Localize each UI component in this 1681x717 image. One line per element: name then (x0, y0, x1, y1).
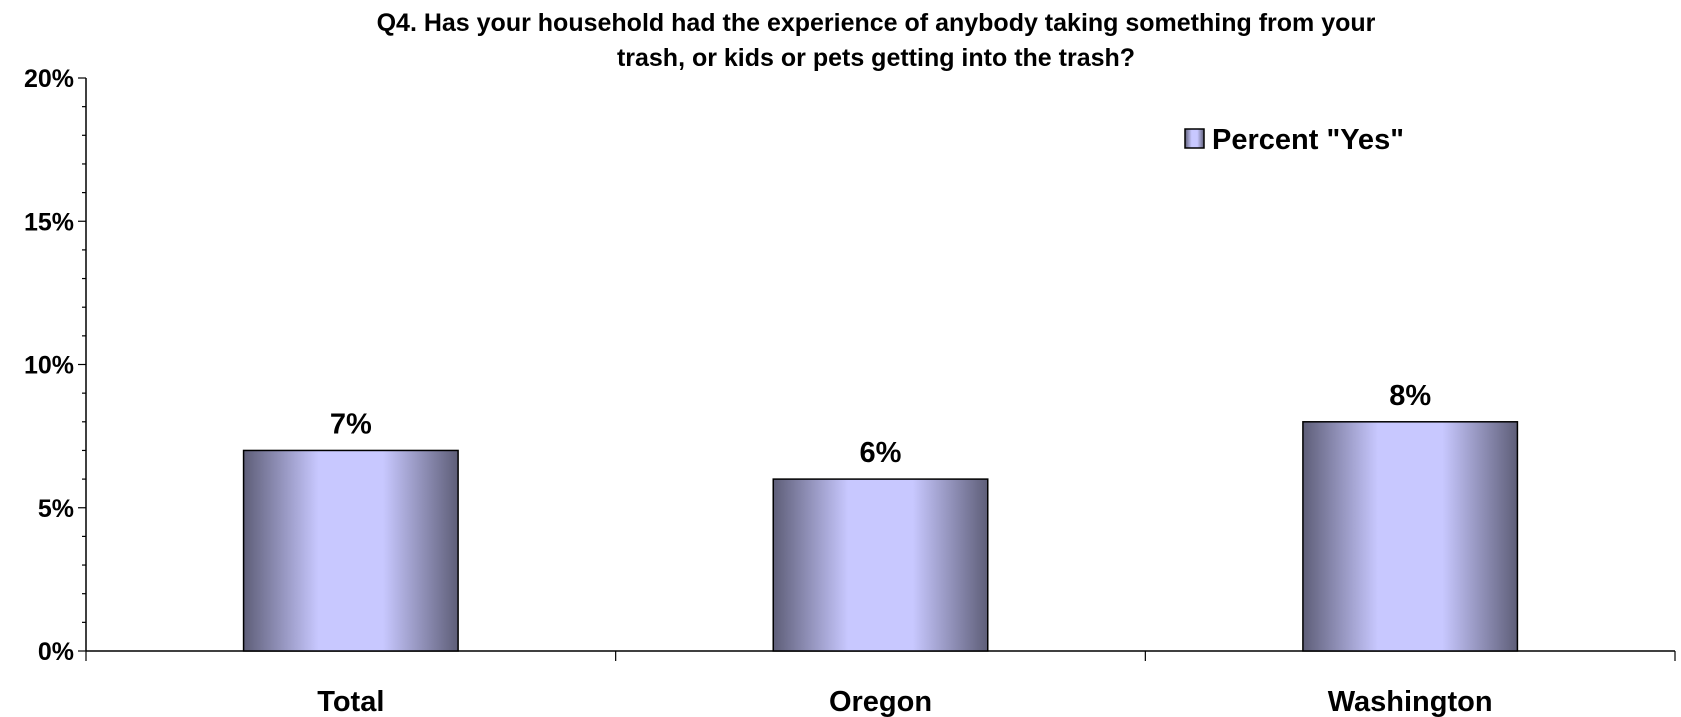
bar-data-label: 7% (330, 408, 372, 440)
bar (242, 449, 459, 652)
x-category-label: Oregon (829, 686, 932, 717)
bar-data-label: 6% (860, 437, 902, 469)
bars: 7% 6% 8% (242, 380, 1519, 652)
x-category-label: Washington (1328, 686, 1493, 717)
y-tick-label: 15% (24, 208, 74, 236)
chart-title: Q4. Has your household had the experienc… (377, 9, 1376, 72)
bar (1302, 421, 1519, 652)
y-tick-label: 20% (24, 65, 74, 93)
bar-data-label: 8% (1389, 380, 1431, 412)
x-category-label: Total (317, 686, 384, 717)
y-tick-label: 10% (24, 352, 74, 380)
legend-swatch (1184, 128, 1205, 149)
legend: Percent "Yes" (1184, 124, 1404, 156)
chart-title-line-1: Q4. Has your household had the experienc… (377, 9, 1376, 37)
x-axis: Total Oregon Washington (85, 650, 1676, 717)
y-tick-label: 5% (38, 495, 74, 523)
legend-label: Percent "Yes" (1212, 124, 1404, 156)
chart-title-line-2: trash, or kids or pets getting into the … (617, 44, 1135, 72)
y-axis: 0% 5% 10% 15% 20% (24, 65, 87, 666)
y-tick-label: 0% (38, 638, 74, 666)
bar (772, 478, 989, 652)
